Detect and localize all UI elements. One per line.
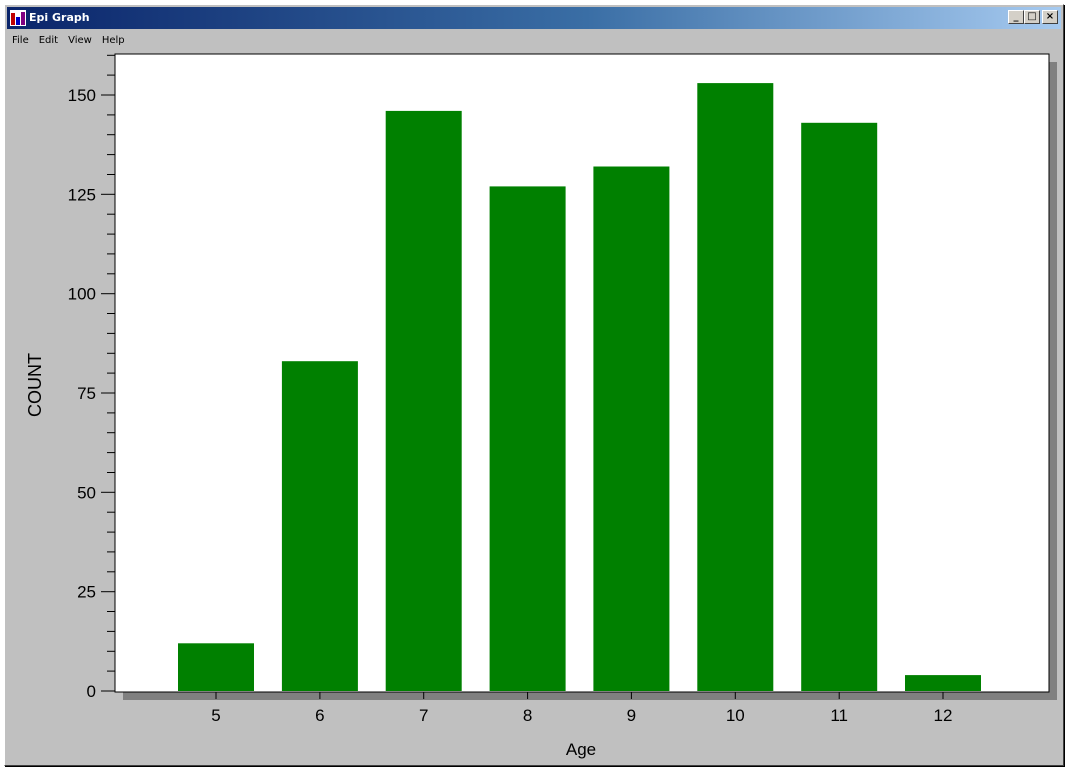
y-tick-label: 25: [77, 583, 96, 602]
y-tick-label: 0: [87, 682, 96, 701]
x-axis: 5 6 7 8 9 10 11 12: [211, 692, 952, 725]
y-axis: 0 25 50 75 100 125 150: [68, 54, 115, 701]
x-tick-label: 8: [523, 706, 532, 725]
plot-area: [114, 53, 1050, 693]
close-icon: ×: [1045, 11, 1055, 22]
y-tick-label: 75: [77, 384, 96, 403]
maximize-icon: □: [1027, 11, 1037, 22]
menu-help[interactable]: Help: [101, 34, 125, 46]
bar-age-7: [385, 110, 462, 691]
x-tick-label: 7: [419, 706, 428, 725]
x-tick-label: 9: [627, 706, 636, 725]
maximize-button[interactable]: □: [1024, 10, 1040, 24]
x-axis-label: Age: [566, 740, 596, 759]
epi-graph-app-icon[interactable]: [10, 10, 26, 26]
bar-age-8: [489, 186, 566, 691]
y-axis-label: COUNT: [25, 353, 45, 417]
menu-view[interactable]: View: [68, 34, 92, 46]
y-tick-label: 100: [68, 285, 96, 304]
x-tick-label: 10: [726, 706, 745, 725]
window-title: Epi Graph: [29, 11, 90, 24]
window-controls: _ □ ×: [1008, 10, 1058, 24]
x-tick-label: 6: [315, 706, 324, 725]
minimize-icon: _: [1013, 11, 1019, 22]
x-tick-label: 5: [211, 706, 220, 725]
title-bar[interactable]: Epi Graph _ □ ×: [7, 7, 1061, 29]
bars-group: [178, 83, 981, 692]
bar-age-11: [801, 122, 878, 692]
close-button[interactable]: ×: [1042, 10, 1058, 24]
bar-age-12: [905, 675, 981, 691]
bar-age-9: [593, 166, 670, 691]
y-tick-label: 125: [68, 185, 96, 204]
menu-file[interactable]: File: [12, 34, 29, 46]
y-tick-label: 150: [68, 86, 96, 105]
bar-age-5: [178, 643, 254, 691]
x-tick-label: 12: [934, 706, 953, 725]
bar-age-6: [281, 361, 358, 691]
bar-age-10: [697, 83, 774, 692]
x-tick-label: 11: [830, 706, 848, 725]
y-tick-label: 50: [77, 483, 96, 502]
minimize-button[interactable]: _: [1008, 10, 1024, 24]
menu-edit[interactable]: Edit: [38, 34, 59, 46]
menu-bar: File Edit View Help: [7, 31, 1061, 49]
